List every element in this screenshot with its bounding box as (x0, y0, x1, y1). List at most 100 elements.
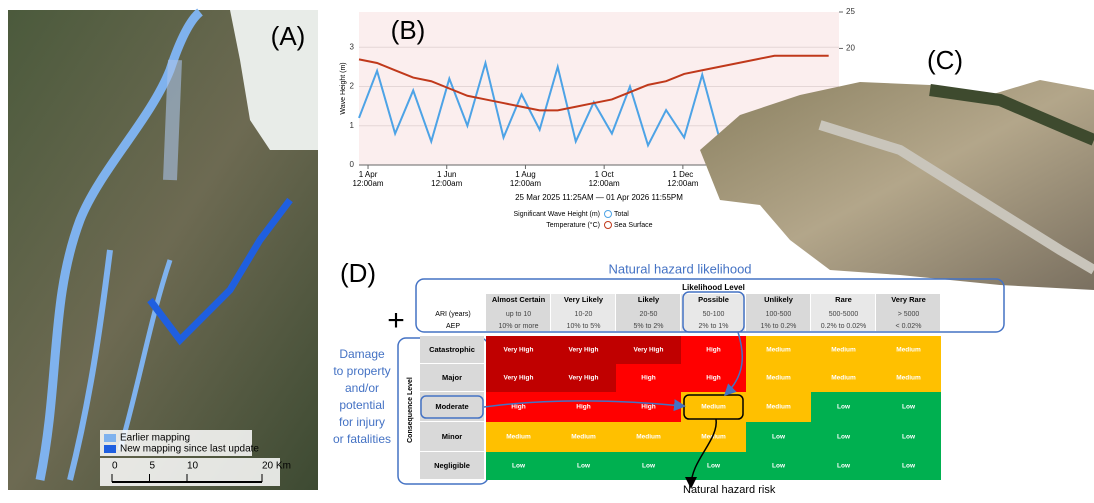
risk-label: Low (577, 463, 591, 470)
x-tick-label: 1 Jun (437, 170, 457, 179)
risk-label: Very High (504, 347, 534, 354)
panel-label: (B) (391, 15, 426, 45)
y2-tick-label: 25 (846, 7, 855, 16)
ari-value: > 5000 (898, 311, 920, 318)
risk-label: Medium (766, 375, 791, 382)
row-label: Minor (442, 432, 462, 441)
risk-label: Medium (896, 375, 921, 382)
risk-label: Very High (504, 375, 534, 382)
risk-note: Natural hazard risk (683, 484, 776, 496)
scale-label: 5 (150, 461, 156, 472)
risk-label: Low (902, 404, 916, 411)
y-tick-label: 1 (350, 121, 355, 130)
ari-value: 50-100 (703, 311, 725, 318)
column-label: Very Rare (891, 295, 926, 304)
plus: + (387, 304, 405, 337)
figure: (B)01232025Wave Height (m)1 Apr12:00am1 … (0, 0, 1094, 498)
risk-label: Very High (634, 347, 664, 354)
risk-label: Medium (636, 434, 661, 441)
aep-label: AEP (446, 323, 460, 330)
ari-value: 20-50 (640, 311, 658, 318)
legend-swatch (104, 445, 116, 453)
y-tick-label: 3 (350, 42, 355, 51)
aep-value: 0.2% to 0.02% (821, 323, 867, 330)
row-label: Moderate (435, 402, 468, 411)
aep-value: 1% to 0.2% (761, 323, 797, 330)
panel-label: (C) (927, 45, 963, 75)
aep-value: 10% or more (498, 323, 538, 330)
risk-label: Medium (571, 434, 596, 441)
scale-label: 10 (187, 461, 199, 472)
ari-label: ARI (years) (435, 311, 470, 318)
legend-title: Significant Wave Height (m) (514, 211, 601, 218)
risk-label: Medium (766, 404, 791, 411)
y-tick-label: 2 (350, 82, 355, 91)
risk-label: Medium (896, 347, 921, 354)
x-tick-label: 1 Dec (672, 170, 693, 179)
column-label: Likely (638, 295, 660, 304)
x-range-label: 25 Mar 2025 11:25AM — 01 Apr 2026 11:55P… (515, 193, 683, 202)
likelihood-header: Likelihood Level (682, 283, 745, 292)
consequence-label: Consequence Level (407, 377, 414, 443)
x-tick-label: 1 Oct (595, 170, 615, 179)
ari-value: 10-20 (575, 311, 593, 318)
scale-label: 0 (112, 461, 118, 472)
risk-label: Low (902, 434, 916, 441)
risk-label: Low (772, 434, 786, 441)
damage-note: Damage (339, 347, 385, 361)
y2-tick-label: 20 (846, 44, 855, 53)
x-tick-label: 1 Apr (359, 170, 378, 179)
x-tick-label: 12:00am (589, 179, 620, 188)
risk-label: Low (642, 463, 656, 470)
risk-label: Low (902, 463, 916, 470)
risk-label: High (576, 404, 590, 411)
column-label: Rare (835, 295, 852, 304)
risk-label: Very High (569, 375, 599, 382)
damage-note: for injury (339, 415, 385, 429)
y-tick-label: 0 (350, 160, 355, 169)
aep-value: 10% to 5% (567, 323, 601, 330)
risk-label: Very High (569, 347, 599, 354)
damage-note: or fatalities (333, 432, 391, 446)
risk-label: Medium (831, 375, 856, 382)
x-tick-label: 1 Aug (515, 170, 535, 179)
risk-label: High (706, 347, 720, 354)
risk-label: Medium (766, 347, 791, 354)
ari-value: 100-500 (766, 311, 792, 318)
ari-value: 500-5000 (829, 311, 859, 318)
row-label: Catastrophic (429, 345, 475, 354)
risk-label: Low (837, 404, 851, 411)
damage-note: and/or (345, 381, 379, 395)
risk-label: Low (512, 463, 526, 470)
panel-label: (D) (340, 258, 376, 288)
risk-matrix: (D) Natural hazard likelihood + Likelihood … (333, 258, 1004, 496)
panel-label: (A) (271, 21, 306, 51)
scale-label: 20 Km (262, 461, 291, 472)
risk-label: High (706, 375, 720, 382)
risk-label: High (641, 375, 655, 382)
row-label: Negligible (434, 461, 470, 470)
legend-label: Total (614, 211, 629, 218)
damage-note: to property (333, 364, 390, 378)
row-label: Major (442, 373, 462, 382)
aep-value: 5% to 2% (634, 323, 664, 330)
risk-label: Low (772, 463, 786, 470)
aep-value: < 0.02% (896, 323, 922, 330)
risk-label: High (641, 404, 655, 411)
terrain-photo (700, 80, 1094, 290)
legend-label: New mapping since last update (120, 444, 259, 455)
x-tick-label: 12:00am (352, 179, 383, 188)
column-label: Possible (698, 295, 729, 304)
x-tick-label: 12:00am (510, 179, 541, 188)
x-tick-label: 12:00am (431, 179, 462, 188)
column-label: Very Likely (564, 295, 604, 304)
risk-label: Medium (506, 434, 531, 441)
title: Natural hazard likelihood (608, 261, 751, 276)
aep-value: 2% to 1% (699, 323, 729, 330)
x-tick-label: 12:00am (667, 179, 698, 188)
risk-label: Low (707, 463, 721, 470)
risk-label: Low (837, 434, 851, 441)
column-label: Almost Certain (492, 295, 546, 304)
risk-label: Medium (831, 347, 856, 354)
legend-label: Earlier mapping (120, 433, 190, 444)
